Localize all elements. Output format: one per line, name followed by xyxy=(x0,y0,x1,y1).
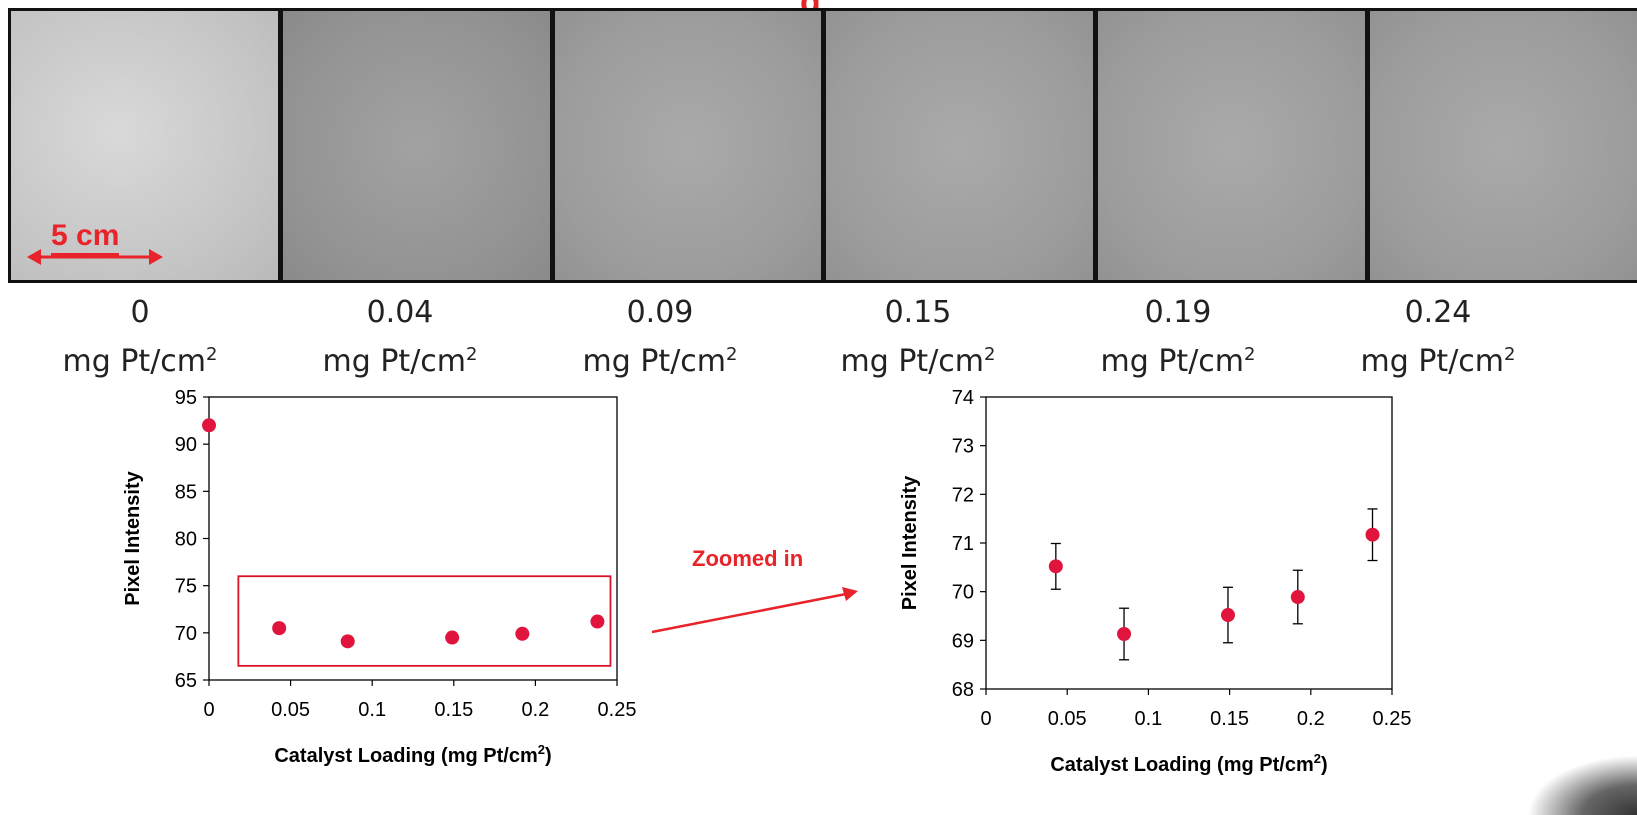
plot-frame xyxy=(985,396,1393,690)
y-tick-label: 68 xyxy=(952,679,974,701)
sample-unit: mg Pt/cm2 xyxy=(1360,344,1516,379)
data-point xyxy=(1220,608,1235,623)
sample-label-3: 0.15 mg Pt/cm2 xyxy=(808,292,1028,383)
y-tick-label: 80 xyxy=(175,529,197,551)
sample-image-3 xyxy=(826,11,1094,280)
x-axis-label: Catalyst Loading (mg Pt/cm2) xyxy=(1050,751,1327,776)
x-tick-label: 0 xyxy=(980,708,991,730)
sample-value: 0 xyxy=(130,295,150,330)
zoom-label: Zoomed in xyxy=(692,546,804,571)
sample-value: 0.19 xyxy=(1144,295,1212,330)
scatter-chart-zoomed: 68 69 70 71 72 73 74 0 0.05 0.1 0.15 0.2 0.25 Catalys… xyxy=(899,387,1412,776)
y-axis-label: Pixel Intensity xyxy=(122,470,144,605)
sample-unit: mg Pt/cm2 xyxy=(322,344,478,379)
scale-bar-label: 5 cm xyxy=(51,219,120,256)
y-tick-label: 74 xyxy=(952,387,974,409)
x-axis-label: Catalyst Loading (mg Pt/cm2) xyxy=(274,742,551,767)
sample-unit: mg Pt/cm2 xyxy=(1100,344,1256,379)
data-point xyxy=(272,621,287,636)
sample-label-1: 0.04 mg Pt/cm2 xyxy=(290,292,510,383)
sample-unit: mg Pt/cm2 xyxy=(840,344,996,379)
y-tick-label: 85 xyxy=(175,481,197,503)
y-axis-label: Pixel Intensity xyxy=(899,475,921,610)
sample-image-4 xyxy=(1098,11,1366,280)
data-point xyxy=(1117,627,1132,642)
sample-unit: mg Pt/cm2 xyxy=(582,344,738,379)
y-tick-label: 75 xyxy=(175,576,197,598)
corner-shadow xyxy=(1527,755,1637,815)
highlight-box xyxy=(237,575,612,667)
sample-image-2 xyxy=(554,11,822,280)
sample-value: 0.09 xyxy=(626,295,694,330)
sample-unit: mg Pt/cm2 xyxy=(62,344,218,379)
x-tick-label: 0.05 xyxy=(1048,708,1087,730)
y-tick-label: 70 xyxy=(175,623,197,645)
sample-image-1 xyxy=(282,11,550,280)
title-fragment: g xyxy=(800,0,860,8)
x-tick-label: 0.05 xyxy=(271,699,310,721)
y-tick-label: 71 xyxy=(952,533,974,555)
data-point xyxy=(340,634,355,649)
x-tick-label: 0.2 xyxy=(521,699,549,721)
y-tick-label: 95 xyxy=(175,387,197,409)
x-tick-label: 0.1 xyxy=(358,699,386,721)
x-tick-label: 0.1 xyxy=(1134,708,1162,730)
y-tick-label: 65 xyxy=(175,670,197,692)
data-point xyxy=(590,614,605,629)
sample-label-4: 0.19 mg Pt/cm2 xyxy=(1068,292,1288,383)
sample-value: 0.04 xyxy=(366,295,434,330)
sample-image-0: 5 cm xyxy=(11,11,278,280)
zoom-arrow-icon xyxy=(651,587,858,634)
scatter-chart-full: 65 70 75 80 85 90 95 0 0.05 0.1 0.15 0.2 0.25 Catalys… xyxy=(122,387,637,767)
x-tick-label: 0.15 xyxy=(1210,708,1249,730)
y-tick-label: 90 xyxy=(175,434,197,456)
sample-label-5: 0.24 mg Pt/cm2 xyxy=(1328,292,1548,383)
x-tick-label: 0.15 xyxy=(434,699,473,721)
data-point xyxy=(1365,527,1380,542)
x-tick-label: 0 xyxy=(203,699,214,721)
data-point xyxy=(1048,559,1063,574)
sample-image-strip: 5 cm xyxy=(8,8,1637,283)
data-point xyxy=(1290,590,1305,605)
data-point xyxy=(202,418,216,433)
sample-value: 0.15 xyxy=(884,295,952,330)
x-tick-label: 0.25 xyxy=(598,699,637,721)
y-tick-label: 69 xyxy=(952,630,974,652)
sample-image-5 xyxy=(1370,11,1637,280)
x-tick-label: 0.2 xyxy=(1297,708,1325,730)
y-tick-label: 72 xyxy=(952,484,974,506)
y-tick-label: 73 xyxy=(952,436,974,458)
scale-bar-arrow-icon xyxy=(27,249,163,265)
y-tick-label: 70 xyxy=(952,582,974,604)
data-point xyxy=(445,630,460,645)
x-tick-label: 0.25 xyxy=(1373,708,1412,730)
sample-label-0: 0 mg Pt/cm2 xyxy=(30,292,250,383)
data-point xyxy=(515,626,530,641)
sample-value: 0.24 xyxy=(1404,295,1472,330)
sample-label-2: 0.09 mg Pt/cm2 xyxy=(550,292,770,383)
plot-frame xyxy=(208,396,618,681)
